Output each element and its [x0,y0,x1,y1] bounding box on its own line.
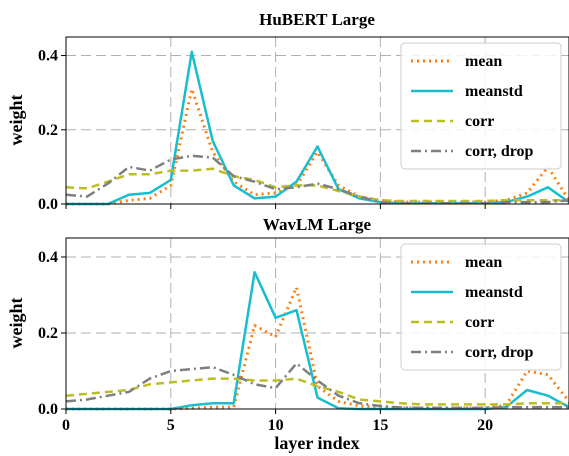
legend-label: mean [465,53,502,70]
x-tick-label: 0 [62,417,70,434]
series-lines [65,50,569,206]
x-tick-label: 15 [372,417,388,434]
y-tick-label: 0.0 [38,401,58,418]
x-tick-label: 20 [477,417,493,434]
tick-labels: 0.0 0.2 0.4 0 5 10 15 20 [38,249,493,434]
series-line-corr-drop [65,362,569,410]
plot-frame [65,237,569,410]
legend-label: mean [465,254,502,271]
y-tick-label: 0.0 [38,196,58,213]
y-tick-label: 0.4 [38,48,58,65]
panel-title: WavLM Large [263,215,372,234]
series-line-corr [65,377,569,406]
y-axis-label: weight [6,95,26,146]
legend-box [400,42,562,170]
panel-title: HuBERT Large [259,10,375,29]
legend-label: corr, drop [465,143,534,160]
x-tick-label: 5 [167,417,175,434]
y-tick-label: 0.4 [38,249,58,266]
plot-frame [65,36,569,205]
legend-label: corr [465,113,494,130]
panel-hubert: HuBERT Large 0.0 0.2 0.4 weight mean meanst… [6,10,569,213]
series-line-corr-drop [65,154,569,205]
legend-label: corr, drop [465,344,534,361]
panel-wavlm: WavLM Large 0.0 0.2 0.4 0 5 10 15 20 weight lay… [6,215,569,453]
tick-labels: 0.0 0.2 0.4 [38,48,486,213]
legend: mean meanstd corr corr, drop [400,243,562,371]
x-tick-label: 10 [268,417,284,434]
y-tick-label: 0.2 [38,122,58,139]
legend-label: meanstd [465,284,523,301]
legend-label: meanstd [465,83,523,100]
x-axis-label: layer index [274,433,359,453]
y-tick-label: 0.2 [38,325,58,342]
y-axis-label: weight [6,298,26,349]
legend: mean meanstd corr corr, drop [400,42,562,170]
legend-label: corr [465,314,494,331]
legend-box [400,243,562,371]
